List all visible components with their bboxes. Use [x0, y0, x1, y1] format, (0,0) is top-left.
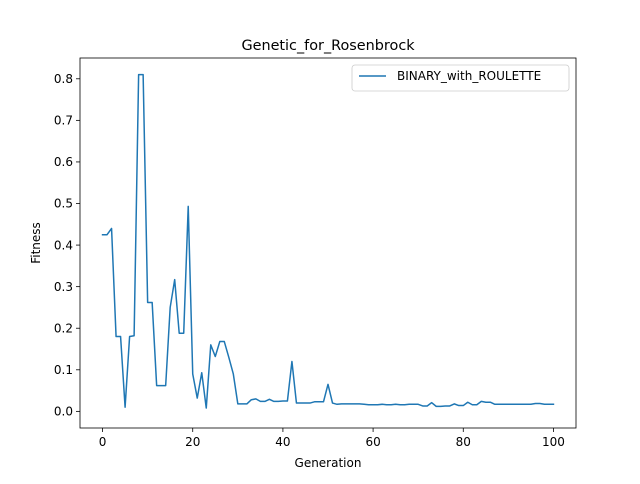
- y-tick-label: 0.2: [54, 321, 73, 335]
- y-tick-label: 0.8: [54, 72, 73, 86]
- y-tick-label: 0.4: [54, 238, 73, 252]
- x-tick-label: 0: [99, 435, 107, 449]
- x-tick-label: 80: [456, 435, 471, 449]
- x-tick-label: 20: [185, 435, 200, 449]
- x-axis-label: Generation: [295, 456, 362, 470]
- x-tick-label: 40: [275, 435, 290, 449]
- x-tick-label: 100: [542, 435, 565, 449]
- chart-title: Genetic_for_Rosenbrock: [241, 38, 415, 54]
- legend-box: [351, 64, 570, 92]
- y-tick-label: 0.7: [54, 114, 73, 128]
- y-tick-label: 0.1: [54, 363, 73, 377]
- series-line-0: [101, 73, 555, 409]
- y-tick-label: 0.3: [54, 280, 73, 294]
- legend-label: BINARY_with_ROULETTE: [397, 69, 541, 83]
- plot-area-frame: [79, 57, 577, 429]
- y-tick-label: 0.5: [54, 197, 73, 211]
- y-axis-ticks: 0.0 0.1 0.2 0.3 0.4 0.5 0.6 0.7 0.8: [54, 72, 80, 419]
- x-tick-label: 60: [365, 435, 380, 449]
- legend: BINARY_with_ROULETTE: [351, 64, 570, 92]
- y-tick-label: 0.0: [54, 405, 73, 419]
- series-layer: [101, 73, 555, 409]
- y-axis-label: Fitness: [29, 222, 43, 264]
- y-tick-label: 0.6: [54, 155, 73, 169]
- x-axis-ticks: 0 20 40 60 80 100: [99, 428, 565, 449]
